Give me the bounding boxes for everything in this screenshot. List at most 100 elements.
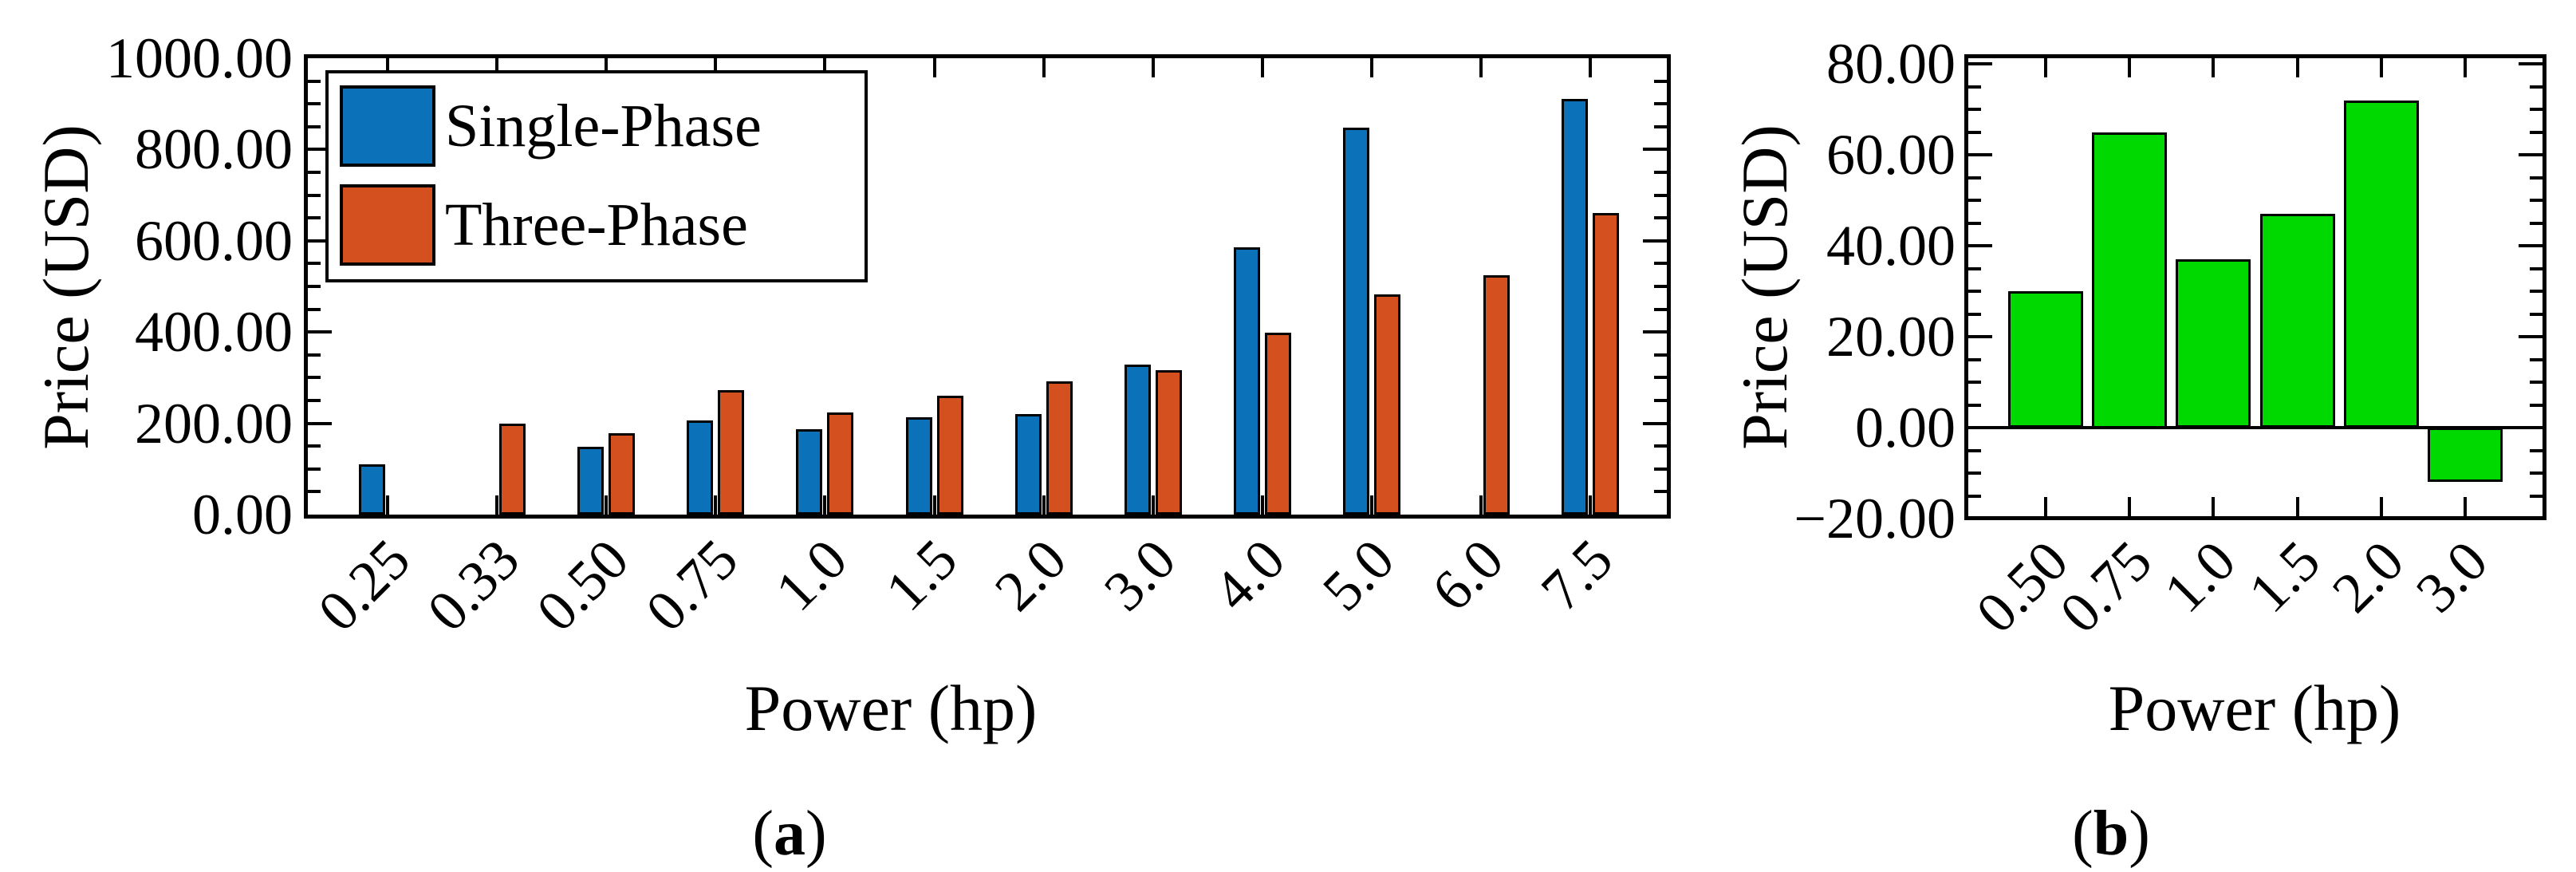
y-tick-label-b-40: 40.00	[1826, 214, 1956, 278]
chart-b-price-difference: Price (USD) −20.00 0.00 20.00 40.00 60.00 80.…	[1715, 0, 2576, 872]
x-tick-top-4.0	[1260, 58, 1264, 77]
chart-b-caption-letter: b	[2093, 799, 2129, 869]
y-tick-label-a-400: 400.00	[135, 300, 293, 365]
x-tick-top-7.5	[1589, 58, 1593, 77]
bar-b-series-0.75	[2092, 132, 2167, 428]
y-major-tick-right-60	[2519, 153, 2543, 156]
bar-b-series-0.50	[2008, 291, 2083, 428]
x-tick-bottom-0.75	[714, 495, 718, 515]
y-minor-tick-right-700	[1654, 193, 1667, 197]
bar-a-Three-Phase-2.0	[1046, 381, 1073, 515]
bar-a-Single-Phase-0.25	[359, 464, 385, 515]
y-minor-tick-right--10	[2530, 472, 2543, 475]
y-tick-label-a-600: 600.00	[135, 208, 293, 273]
x-tick-bottom-0.50	[605, 495, 609, 515]
bar-a-Single-Phase-3.0	[1125, 365, 1151, 515]
y-minor-tick-right-50	[1654, 490, 1667, 494]
bar-a-Single-Phase-4.0	[1234, 247, 1260, 515]
bar-a-Three-Phase-5.0	[1374, 294, 1400, 515]
y-tick-label-b--20: −20.00	[1794, 487, 1956, 550]
y-minor-tick-left-500	[308, 285, 321, 288]
y-minor-tick-left-30	[1968, 290, 1981, 293]
y-minor-tick-right-100	[1654, 467, 1667, 471]
x-tick-top-2.0	[2379, 58, 2383, 77]
y-minor-tick-right-45	[2530, 221, 2543, 225]
y-minor-tick-right-650	[1654, 216, 1667, 220]
x-tick-top-0.50	[605, 58, 609, 77]
bar-b-series-1.5	[2260, 214, 2335, 428]
y-minor-tick-right-10	[2530, 381, 2543, 384]
y-tick-label-b-20: 20.00	[1826, 305, 1956, 369]
y-minor-tick-right-50	[2530, 199, 2543, 202]
y-major-tick-left-400	[308, 330, 332, 334]
x-tick-bottom-0.50	[2044, 497, 2047, 516]
y-minor-tick-left-700	[308, 193, 321, 197]
y-minor-tick-left-850	[308, 124, 321, 128]
bar-a-Three-Phase-0.75	[718, 390, 744, 515]
y-minor-tick-left-65	[1968, 130, 1981, 134]
y-major-tick-left-20	[1968, 335, 1992, 338]
x-tick-bottom-0.33	[495, 495, 499, 515]
chart-a-x-axis-label: Power (hp)	[744, 672, 1038, 744]
y-minor-tick-left-450	[308, 307, 321, 311]
chart-b-caption: (b)	[2072, 799, 2150, 869]
y-minor-tick-right-500	[1654, 285, 1667, 288]
x-tick-top-3.0	[1151, 58, 1155, 77]
y-minor-tick-left-550	[308, 262, 321, 266]
bar-b-series-1.0	[2176, 259, 2251, 428]
y-minor-tick-right-70	[2530, 108, 2543, 111]
bar-a-Three-Phase-4.0	[1265, 333, 1291, 515]
legend-label-Single-Phase: Single-Phase	[445, 93, 762, 160]
y-minor-tick-left-750	[308, 171, 321, 174]
y-major-tick-right-200	[1643, 421, 1667, 425]
x-tick-bottom-4.0	[1260, 495, 1264, 515]
y-minor-tick-right-25	[2530, 312, 2543, 316]
y-minor-tick-left-250	[308, 399, 321, 402]
bar-b-series-2.0	[2344, 101, 2419, 428]
y-minor-tick-right-850	[1654, 124, 1667, 128]
y-tick-label-a-1000: 1000.00	[106, 26, 293, 90]
y-minor-tick-left-5	[1968, 403, 1981, 407]
chart-b-x-axis-label: Power (hp)	[2108, 672, 2401, 744]
x-tick-bottom-3.0	[1151, 495, 1155, 515]
y-minor-tick-right-900	[1654, 102, 1667, 106]
y-minor-tick-right-15	[2530, 357, 2543, 361]
y-tick-label-b-0: 0.00	[1855, 396, 1956, 460]
y-major-tick-left-600	[308, 239, 332, 243]
legend-label-Three-Phase: Three-Phase	[445, 191, 748, 258]
zero-baseline	[1968, 426, 2543, 429]
y-major-tick-right-80	[2519, 62, 2543, 65]
y-minor-tick-right-75	[2530, 85, 2543, 89]
bar-a-Single-Phase-0.50	[577, 447, 604, 515]
y-minor-tick-left-650	[308, 216, 321, 220]
y-minor-tick-right-300	[1654, 376, 1667, 380]
y-minor-tick-right-55	[2530, 176, 2543, 180]
x-tick-bottom-1.5	[2295, 497, 2299, 516]
x-tick-bottom-2.0	[2379, 497, 2383, 516]
y-minor-tick-right-350	[1654, 353, 1667, 357]
x-tick-top-1.0	[823, 58, 827, 77]
y-tick-label-a-800: 800.00	[135, 117, 293, 182]
y-minor-tick-right-450	[1654, 307, 1667, 311]
bar-a-Three-Phase-0.33	[499, 424, 526, 515]
y-tick-label-b-60: 60.00	[1826, 123, 1956, 187]
y-minor-tick-left-55	[1968, 176, 1981, 180]
y-minor-tick-left-900	[308, 102, 321, 106]
y-minor-tick-left-10	[1968, 381, 1981, 384]
y-tick-label-a-200: 200.00	[135, 391, 293, 456]
y-major-tick-left-60	[1968, 153, 1992, 156]
y-minor-tick-right-65	[2530, 130, 2543, 134]
y-minor-tick-left-45	[1968, 221, 1981, 225]
y-minor-tick-left-75	[1968, 85, 1981, 89]
x-tick-bottom-6.0	[1479, 495, 1483, 515]
bar-a-Single-Phase-5.0	[1343, 128, 1369, 515]
y-minor-tick-right-550	[1654, 262, 1667, 266]
legend-swatch-Single-Phase	[340, 85, 435, 167]
x-tick-top-1.5	[2295, 58, 2299, 77]
legend-entry-Single-Phase: Single-Phase	[329, 78, 865, 174]
y-minor-tick-right-150	[1654, 444, 1667, 448]
y-major-tick-left-80	[1968, 62, 1992, 65]
bar-a-Three-Phase-1.5	[937, 396, 963, 515]
bar-a-Single-Phase-1.0	[796, 429, 822, 515]
